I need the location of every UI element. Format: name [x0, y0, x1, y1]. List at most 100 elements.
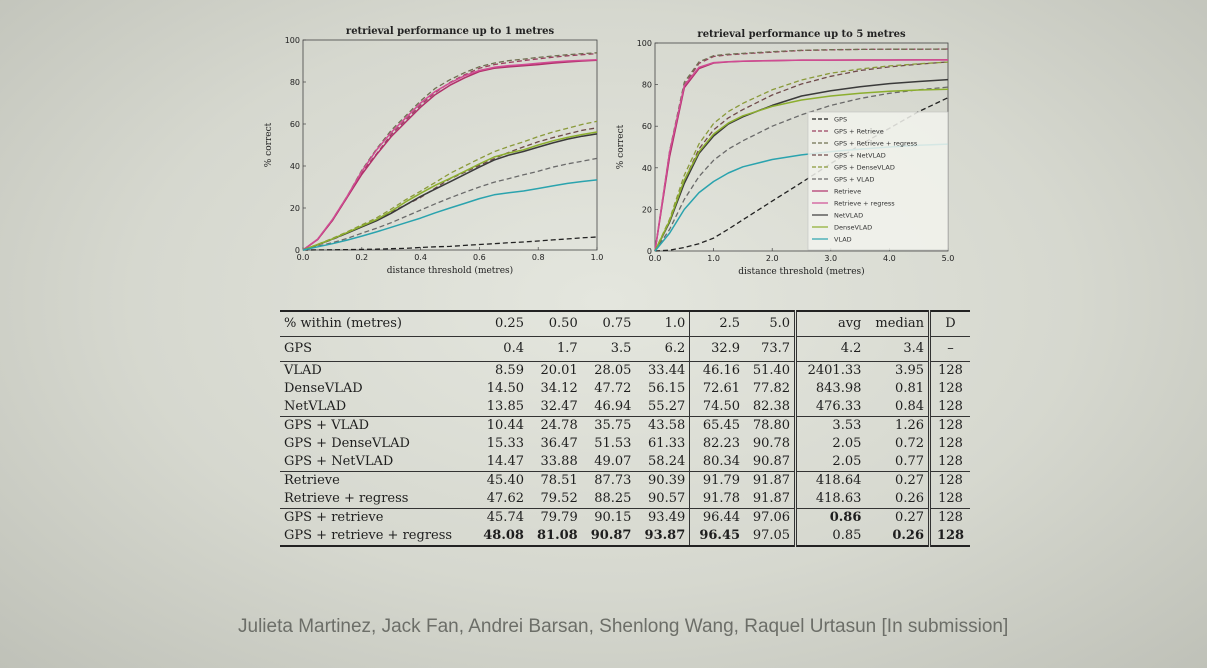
legend-entry: GPS + VLAD: [834, 176, 874, 184]
header-cell: 0.75: [581, 310, 636, 337]
y-tick-label: 20: [290, 204, 300, 213]
legend-box: [807, 111, 949, 251]
series-line-gps-vlad: [654, 86, 949, 252]
series-line-retrieve: [302, 59, 598, 251]
x-tick-label: 5.0: [942, 254, 955, 263]
table-cell: 0.85: [795, 527, 866, 547]
chart-2: retrieval performance up to 5 metres 0.0 1…: [616, 29, 954, 277]
table-cell: 14.50: [486, 381, 524, 396]
table-cell: 91.87: [744, 490, 798, 509]
y-tick-label: 0: [295, 246, 300, 255]
header-cell: 1.0: [635, 310, 691, 337]
table-cell: 96.45: [689, 527, 745, 547]
table-cell: 32.47: [540, 399, 578, 414]
table-cell: 79.79: [527, 508, 582, 527]
row-label: GPS + retrieve: [280, 508, 475, 527]
table-cell: 0.72: [865, 435, 932, 453]
x-tick-label: 4.0: [883, 254, 896, 263]
y-tick-label: 20: [642, 205, 652, 214]
row-label: NetVLAD: [284, 399, 347, 414]
table-cell: 0.86: [795, 508, 866, 527]
table-cell: 97.06: [744, 508, 798, 527]
series-line-retrieve-regress: [302, 58, 598, 251]
table-cell: 47.72: [594, 381, 632, 396]
table-cell: 418.64: [795, 471, 866, 490]
table-row: GPS + DenseVLAD 15.33 36.47 51.53 61.33 82.23…: [280, 435, 970, 453]
y-tick-label: 100: [637, 39, 652, 48]
table-cell: 73.7: [744, 336, 798, 362]
table-cell: 0.27: [865, 508, 932, 527]
table-cell: 0.81: [865, 380, 932, 398]
table-cell: 36.47: [540, 436, 578, 451]
table-cell: 2.05: [832, 436, 862, 451]
x-tick-label: 0.8: [532, 253, 545, 262]
table-cell: 90.78: [744, 435, 798, 453]
series-line-gps-retrieve-regress: [654, 48, 949, 252]
table-cell: 61.33: [635, 435, 691, 453]
table-cell: 2.05: [832, 454, 862, 469]
y-tick-label: 0: [647, 247, 652, 256]
table-cell: 81.08: [527, 527, 582, 547]
y-axis-label: % correct: [264, 122, 274, 167]
table-cell: 90.15: [581, 508, 636, 527]
table-header-row: % within (metres) 0.25 0.50 0.75 1.0 2.5…: [280, 310, 970, 337]
table-cell: 87.73: [581, 471, 636, 490]
row-label: GPS + NetVLAD: [284, 454, 394, 469]
series-line-gps-densevlad: [302, 120, 598, 251]
table-cell: 45.74: [474, 508, 528, 527]
table-cell: 476.33: [815, 399, 862, 414]
table-cell: 72.61: [702, 381, 741, 396]
table-cell: 2401.33: [795, 361, 866, 380]
table-row: Retrieve 45.40 78.51 87.73 90.39 91.79 91.87 41…: [280, 471, 970, 490]
y-tick-label: 40: [290, 162, 300, 171]
legend-entry: GPS + NetVLAD: [834, 152, 886, 160]
table-cell: 0.77: [865, 453, 932, 472]
row-label: DenseVLAD: [284, 381, 363, 396]
table-body: GPS 0.4 1.7 3.5 6.2 32.9 73.7 4.2 3.4– VLAD 8.59 20…: [280, 336, 970, 547]
table-cell: 78.80: [744, 416, 798, 435]
table-row: GPS + retrieve + regress 48.08 81.08 90.87 9…: [280, 527, 970, 547]
y-tick-label: 60: [642, 122, 652, 131]
table-cell: 33.44: [635, 361, 691, 380]
table-cell: 47.62: [486, 491, 524, 506]
table-cell: 46.94: [594, 399, 632, 414]
table-cell: 128: [938, 491, 963, 506]
table-cell: 93.49: [635, 508, 691, 527]
table-cell: 28.05: [581, 361, 636, 380]
table-cell: 4.2: [795, 336, 866, 362]
series-line-gps-densevlad: [654, 61, 949, 252]
table-cell: 82.23: [702, 436, 741, 451]
x-tick-label: 0.4: [414, 253, 427, 262]
table-cell: 43.58: [635, 416, 691, 435]
series-line-gps: [302, 236, 598, 251]
x-tick-label: 2.0: [766, 254, 779, 263]
table-cell: 128: [938, 381, 963, 396]
chart-title: retrieval performance up to 5 metres: [697, 29, 906, 40]
table-cell: 3.95: [865, 361, 932, 380]
y-tick-label: 40: [642, 164, 652, 173]
table-cell: 45.40: [474, 471, 528, 490]
table-cell: 77.82: [744, 380, 798, 398]
table-cell: 24.78: [527, 416, 582, 435]
table-cell: 128: [929, 471, 970, 490]
table-cell: 0.26: [865, 490, 932, 509]
x-tick-label: 0.0: [297, 253, 310, 262]
table-cell: 33.88: [540, 454, 578, 469]
table-cell: 93.87: [635, 527, 691, 547]
table-cell: 58.24: [635, 453, 691, 472]
table-row: DenseVLAD 14.50 34.12 47.72 56.15 72.61 77.82 8…: [280, 380, 970, 398]
table-cell: 0.4: [474, 336, 528, 362]
table-cell: 128: [938, 436, 963, 451]
table-cell: 56.15: [635, 380, 691, 398]
table-cell: 3.4: [865, 336, 932, 362]
table-cell: 15.33: [486, 436, 524, 451]
authors-credit: Julieta Martinez, Jack Fan, Andrei Barsa…: [238, 616, 1009, 637]
table-cell: 90.57: [635, 490, 691, 509]
results-table: % within (metres) 0.25 0.50 0.75 1.0 2.5…: [280, 310, 970, 547]
x-tick-label: 0.2: [355, 253, 368, 262]
table-cell: 82.38: [744, 398, 798, 417]
y-tick-label: 80: [290, 78, 300, 87]
chart-title: retrieval performance up to 1 metres: [346, 26, 555, 37]
table-row: VLAD 8.59 20.01 28.05 33.44 46.16 51.40 2401.33…: [280, 361, 970, 380]
